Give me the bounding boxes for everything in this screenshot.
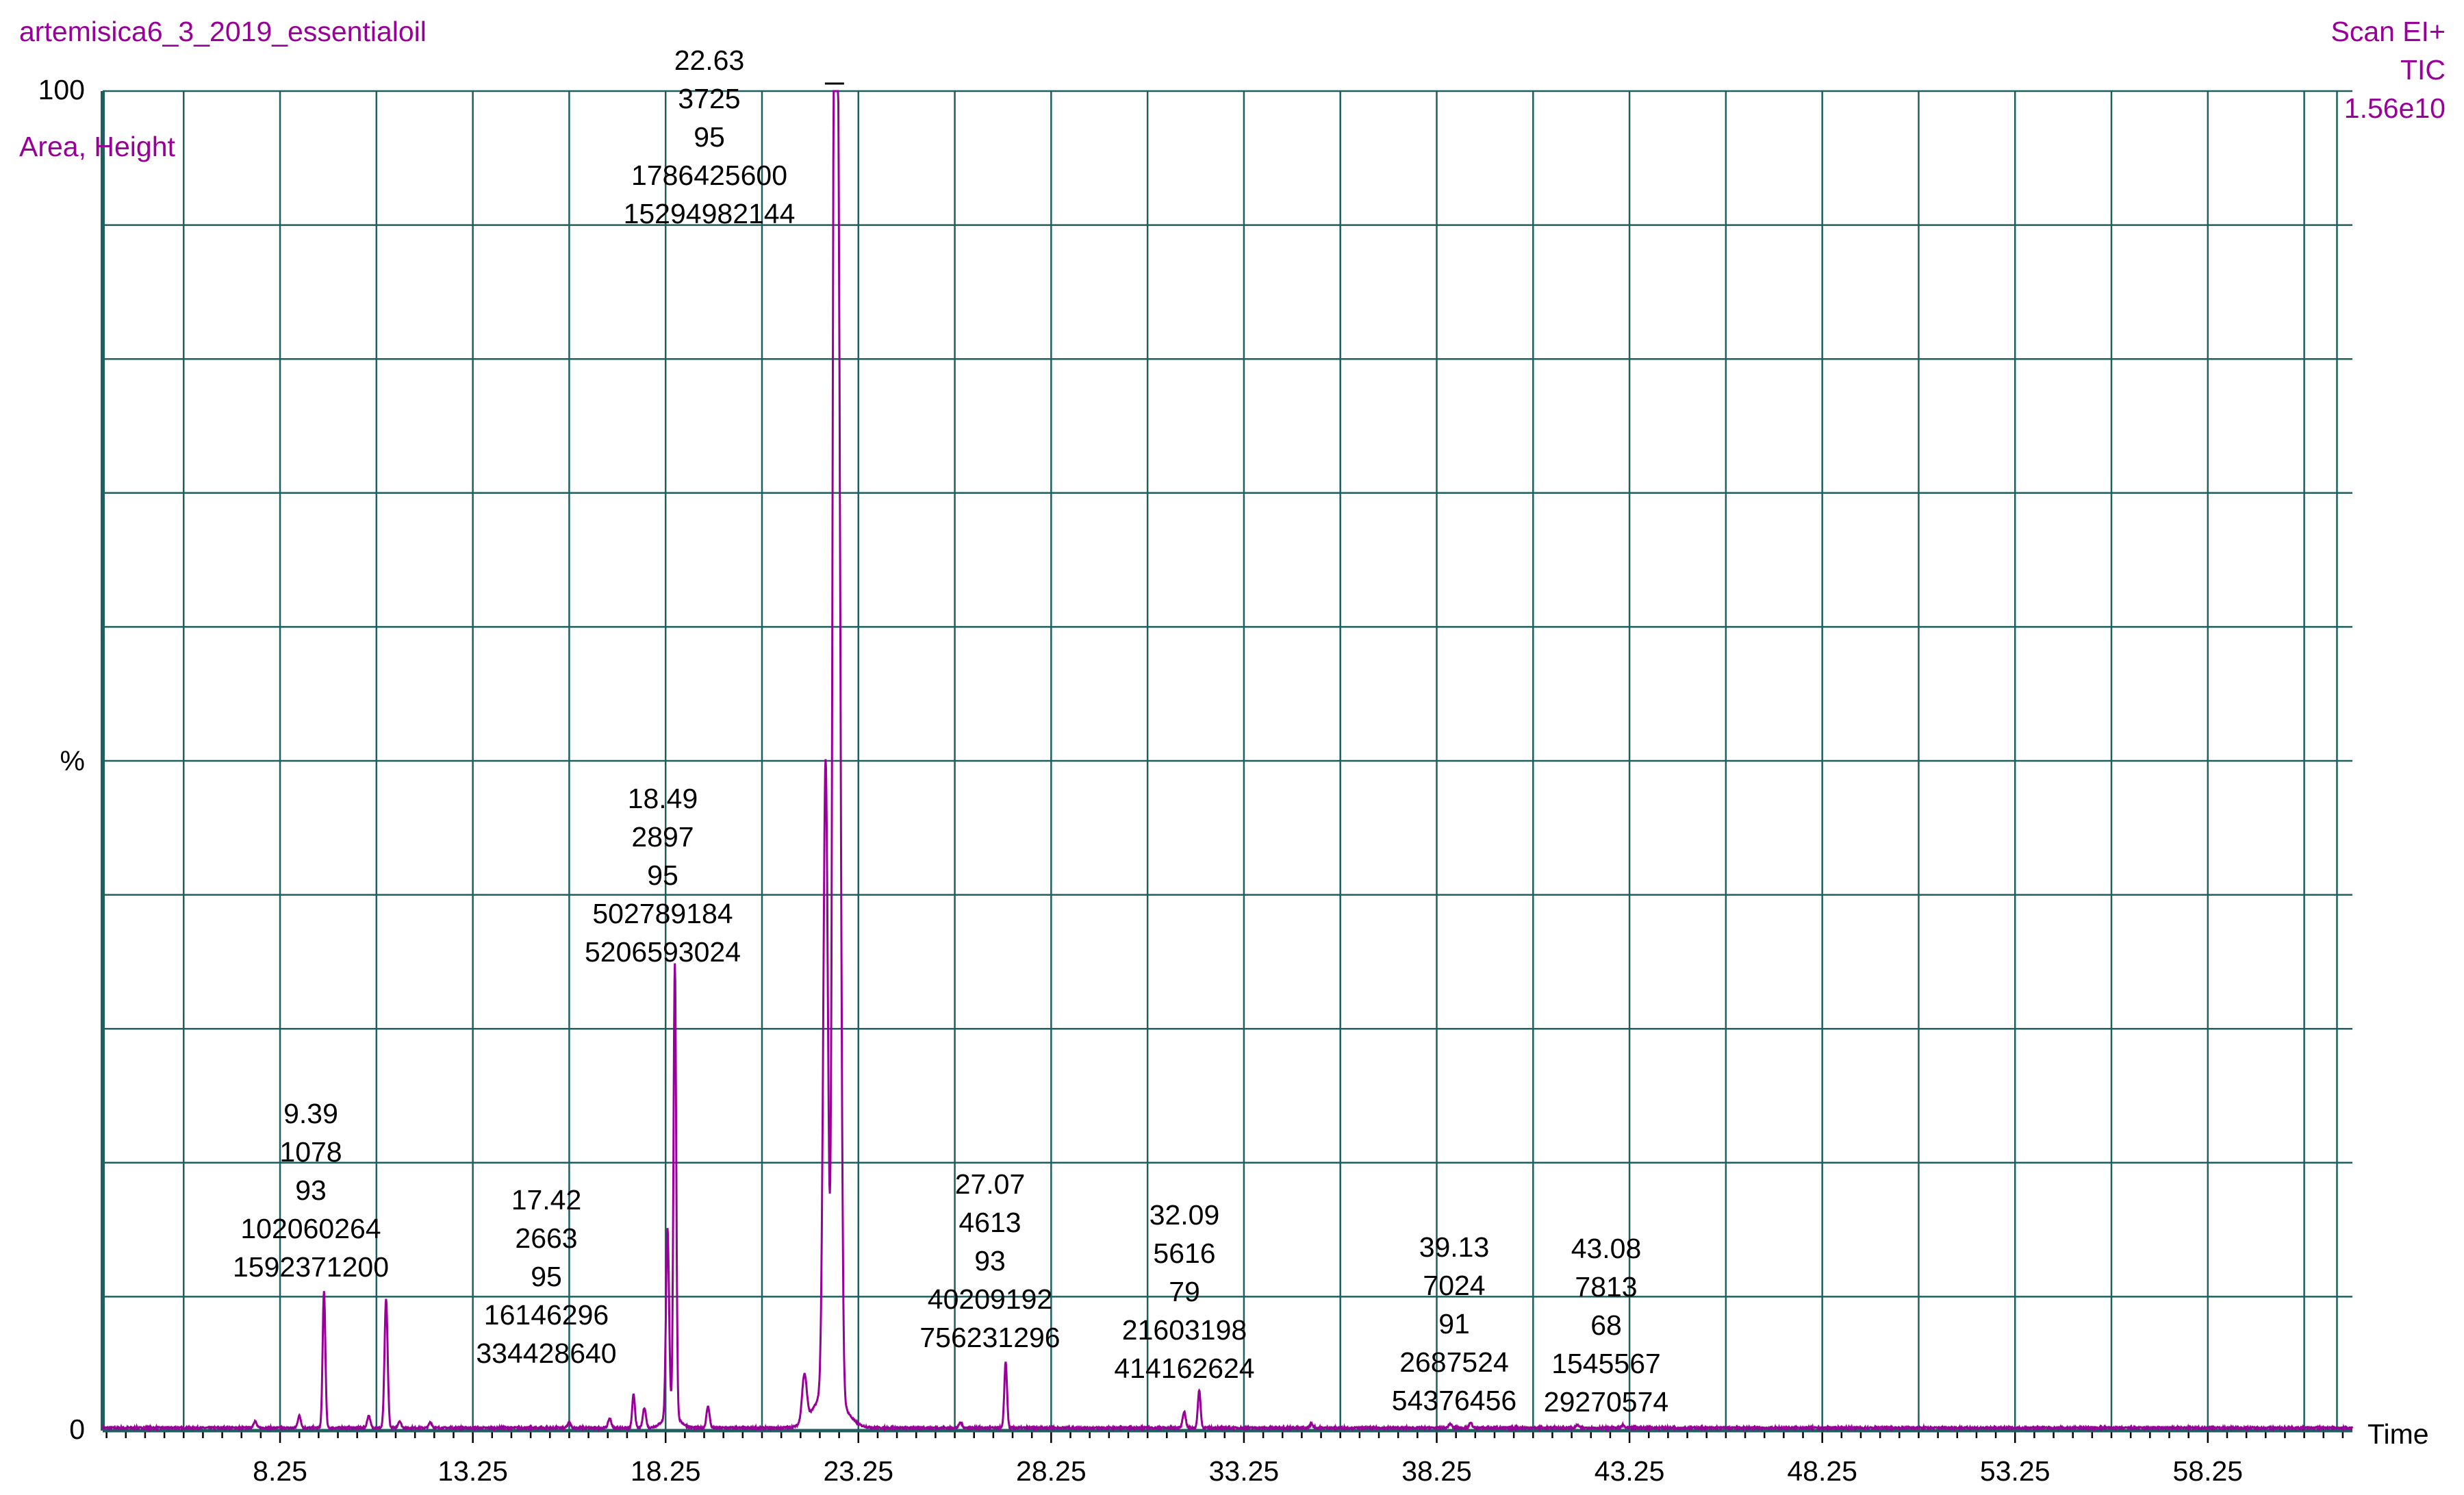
- peak-annotation-32-09: 32.09 5616 79 21603198 414162624: [1114, 1199, 1254, 1384]
- scan-mode: Scan EI+: [2330, 16, 2446, 47]
- peak-annotation-line: 9.39: [283, 1098, 338, 1129]
- peak-annotation-22-63: 22.63 3725 95 1786425600 15294982144: [624, 45, 796, 229]
- peak-annotations: 9.39 1078 93 102060264 1592371200 17.42 2663 95…: [233, 45, 1668, 1418]
- trace-type: TIC: [2400, 54, 2446, 86]
- x-tick-label: 8.25: [253, 1455, 307, 1487]
- peak-annotation-line: 7813: [1575, 1271, 1637, 1303]
- peak-annotation-line: 756231296: [919, 1322, 1060, 1353]
- peak-annotation-line: 102060264: [240, 1213, 381, 1244]
- y-axis-title: %: [60, 745, 85, 777]
- peak-annotation-line: 2897: [631, 821, 694, 853]
- peak-annotation-line: 18.49: [628, 783, 698, 814]
- peak-annotation-line: 7024: [1423, 1270, 1485, 1301]
- y-tick-label: 0: [69, 1414, 85, 1445]
- peak-annotation-line: 27.07: [955, 1168, 1026, 1200]
- peak-annotation-line: 32.09: [1150, 1199, 1220, 1231]
- peak-annotation-27-07: 27.07 4613 93 40209192 756231296: [919, 1168, 1060, 1353]
- peak-annotation-line: 2687524: [1399, 1346, 1509, 1378]
- peak-annotation-line: 43.08: [1571, 1233, 1642, 1264]
- peak-annotation-line: 1078: [279, 1136, 342, 1168]
- peak-annotation-line: 95: [694, 121, 725, 153]
- y-tick-labels: 100% 0: [38, 74, 85, 1445]
- x-tick-label: 28.25: [1016, 1455, 1087, 1487]
- peak-annotation-line: 79: [1169, 1276, 1200, 1307]
- peak-annotation-line: 414162624: [1114, 1353, 1254, 1384]
- peak-annotation-line: 54376456: [1392, 1385, 1516, 1416]
- peak-annotation-line: 93: [974, 1245, 1006, 1277]
- peak-annotation-line: 502789184: [592, 898, 733, 929]
- intensity-max: 1.56e10: [2344, 92, 2446, 124]
- grid-lines: [103, 90, 2352, 1432]
- peak-annotation-line: 22.63: [674, 45, 745, 76]
- peak-annotation-line: 93: [295, 1174, 327, 1206]
- x-axis-ticks: [105, 1431, 2344, 1443]
- x-tick-label: 43.25: [1595, 1455, 1665, 1487]
- y-tick-label: 100: [38, 74, 85, 105]
- peak-annotation-line: 29270574: [1544, 1386, 1668, 1418]
- tic-trace: [101, 90, 2354, 1433]
- x-tick-labels: 8.25 13.25 18.25 23.25 28.25 33.25 38.25 43.25 4…: [253, 1455, 2243, 1487]
- peak-annotation-line: 334428640: [476, 1337, 616, 1369]
- peak-annotation-43-08: 43.08 7813 68 1545567 29270574: [1544, 1233, 1668, 1418]
- peak-annotation-line: 91: [1438, 1308, 1470, 1340]
- peak-annotation-line: 4613: [958, 1207, 1021, 1238]
- label-mode-note: Area, Height: [19, 131, 176, 162]
- peak-annotation-line: 21603198: [1122, 1314, 1247, 1346]
- x-tick-label: 23.25: [823, 1455, 893, 1487]
- x-tick-label: 48.25: [1787, 1455, 1857, 1487]
- peak-annotation-line: 3725: [678, 83, 740, 114]
- peak-annotation-9-39: 9.39 1078 93 102060264 1592371200: [233, 1098, 389, 1283]
- peak-annotation-18-49: 18.49 2897 95 502789184 5206593024: [585, 783, 741, 968]
- peak-annotation-17-42: 17.42 2663 95 16146296 334428640: [476, 1184, 616, 1369]
- peak-annotation-line: 5206593024: [585, 936, 741, 968]
- sample-name: artemisica6_3_2019_essentialoil: [19, 16, 427, 47]
- x-tick-label: 58.25: [2173, 1455, 2244, 1487]
- peak-annotation-line: 1786425600: [631, 160, 787, 191]
- peak-annotation-line: 39.13: [1419, 1231, 1490, 1263]
- peak-annotation-line: 95: [647, 859, 678, 891]
- peak-annotation-line: 40209192: [928, 1283, 1052, 1315]
- x-tick-label: 33.25: [1209, 1455, 1280, 1487]
- peak-annotation-line: 68: [1590, 1309, 1622, 1341]
- peak-annotation-line: 17.42: [511, 1184, 582, 1216]
- peak-annotation-line: 2663: [515, 1222, 577, 1254]
- peak-annotation-line: 95: [531, 1261, 562, 1292]
- x-tick-label: 38.25: [1401, 1455, 1472, 1487]
- x-tick-label: 13.25: [437, 1455, 508, 1487]
- x-tick-label: 18.25: [631, 1455, 701, 1487]
- peak-annotation-39-13: 39.13 7024 91 2687524 54376456: [1392, 1231, 1516, 1416]
- x-tick-label: 53.25: [1980, 1455, 2050, 1487]
- x-axis-title: Time: [2367, 1418, 2429, 1450]
- peak-annotation-line: 1592371200: [233, 1251, 389, 1283]
- peak-annotation-line: 15294982144: [624, 198, 796, 229]
- peak-annotation-line: 1545567: [1551, 1348, 1661, 1379]
- peak-annotation-line: 16146296: [484, 1299, 609, 1331]
- peak-annotation-line: 5616: [1153, 1238, 1215, 1269]
